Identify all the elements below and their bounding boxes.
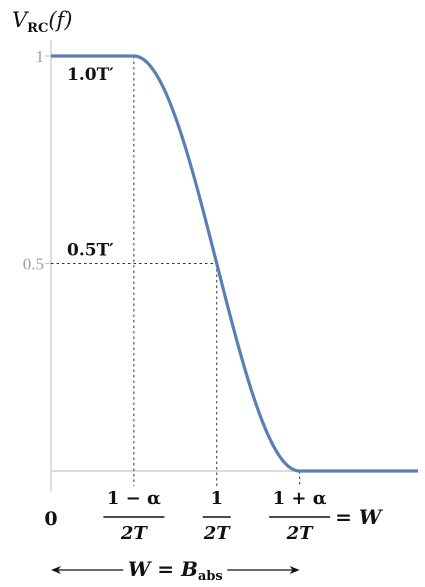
arrow-head-left xyxy=(51,566,61,574)
arrow-head-right xyxy=(289,566,300,574)
axes xyxy=(50,40,418,492)
x-tick-2: 1 2T xyxy=(202,488,232,544)
y-axis-label-sub: RC xyxy=(27,21,48,36)
x-ticks: 0 1 − α 2T 1 2T 1 + α 2T = W xyxy=(44,488,383,544)
x-tick-denominator-1: 2T xyxy=(120,523,149,544)
guide-lines xyxy=(51,56,301,486)
x-tick-numerator-1: 1 − α xyxy=(107,488,161,509)
x-tick-denominator-2: 2T xyxy=(203,523,232,544)
series-line-0 xyxy=(50,54,419,473)
y-axis-label-main: V xyxy=(12,8,29,32)
annotation-1: 0.5T′ xyxy=(67,241,114,261)
x-tick-suffix-3: = W xyxy=(335,505,384,529)
x-tick-label-0: 0 xyxy=(44,508,57,530)
annotation-0: 1.0T′ xyxy=(67,65,114,85)
y-ticks: 10.5 xyxy=(23,47,51,274)
y-tick-label-0: 1 xyxy=(36,47,45,66)
bandwidth-label-sub: abs xyxy=(198,569,223,584)
y-tick-label-1: 0.5 xyxy=(23,255,44,274)
x-tick-numerator-3: 1 + α xyxy=(273,488,327,509)
series-curve xyxy=(50,54,419,473)
bandwidth-label: W = Babs xyxy=(128,557,223,584)
bandwidth-label-main: W = B xyxy=(128,557,198,581)
x-tick-1: 1 − α 2T xyxy=(103,488,165,544)
bandwidth-arrow: W = Babs xyxy=(51,557,300,584)
annotations: 1.0T′ 0.5T′ xyxy=(67,65,114,261)
x-tick-numerator-2: 1 xyxy=(210,488,223,509)
x-tick-denominator-3: 2T xyxy=(286,523,315,544)
y-axis-label: VRC(f) xyxy=(12,8,73,36)
y-axis-label-rest: (f) xyxy=(48,8,72,32)
x-tick-3: 1 + α 2T = W xyxy=(269,488,384,544)
